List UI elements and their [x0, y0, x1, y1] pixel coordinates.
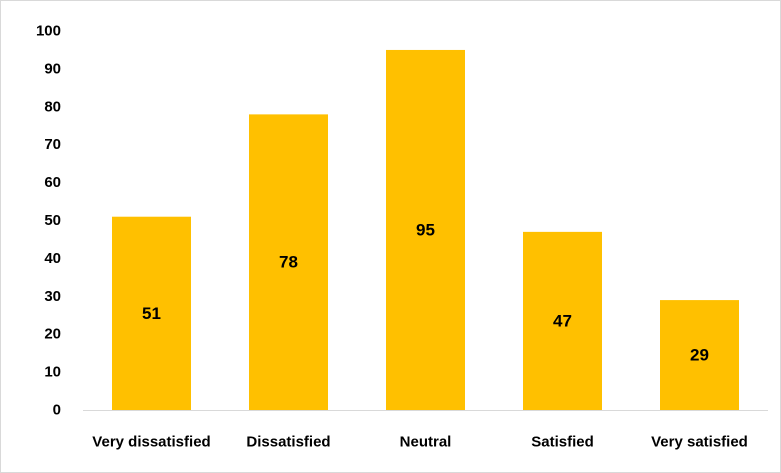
x-tick-label: Dissatisfied [246, 434, 330, 451]
x-axis-labels: Very dissatisfied Dissatisfied Neutral Sati… [92, 434, 748, 451]
bar [112, 216, 191, 410]
x-tick-label: Very dissatisfied [92, 434, 210, 451]
data-label: 29 [690, 346, 709, 365]
y-tick-label: 30 [44, 288, 61, 305]
bar [660, 300, 739, 410]
y-tick-label: 0 [53, 402, 61, 419]
y-tick-label: 50 [44, 212, 61, 229]
y-tick-label: 40 [44, 250, 61, 267]
y-tick-label: 80 [44, 98, 61, 115]
x-tick-label: Very satisfied [651, 434, 748, 451]
y-axis-ticks: 0 10 20 30 40 50 60 70 80 90 100 [36, 23, 61, 419]
y-tick-label: 10 [44, 364, 61, 381]
y-tick-label: 70 [44, 136, 61, 153]
data-labels: 51 78 95 47 29 [142, 220, 709, 364]
y-tick-label: 100 [36, 23, 61, 40]
data-label: 95 [416, 220, 435, 239]
data-label: 51 [142, 304, 161, 323]
data-label: 47 [553, 311, 572, 330]
bars [112, 49, 739, 410]
y-tick-label: 60 [44, 174, 61, 191]
bar [386, 49, 465, 410]
bar [523, 231, 602, 410]
x-tick-label: Satisfied [531, 434, 594, 451]
data-label: 78 [279, 253, 298, 272]
x-tick-label: Neutral [400, 434, 452, 451]
bar [249, 114, 328, 410]
y-tick-label: 90 [44, 60, 61, 77]
y-tick-label: 20 [44, 326, 61, 343]
